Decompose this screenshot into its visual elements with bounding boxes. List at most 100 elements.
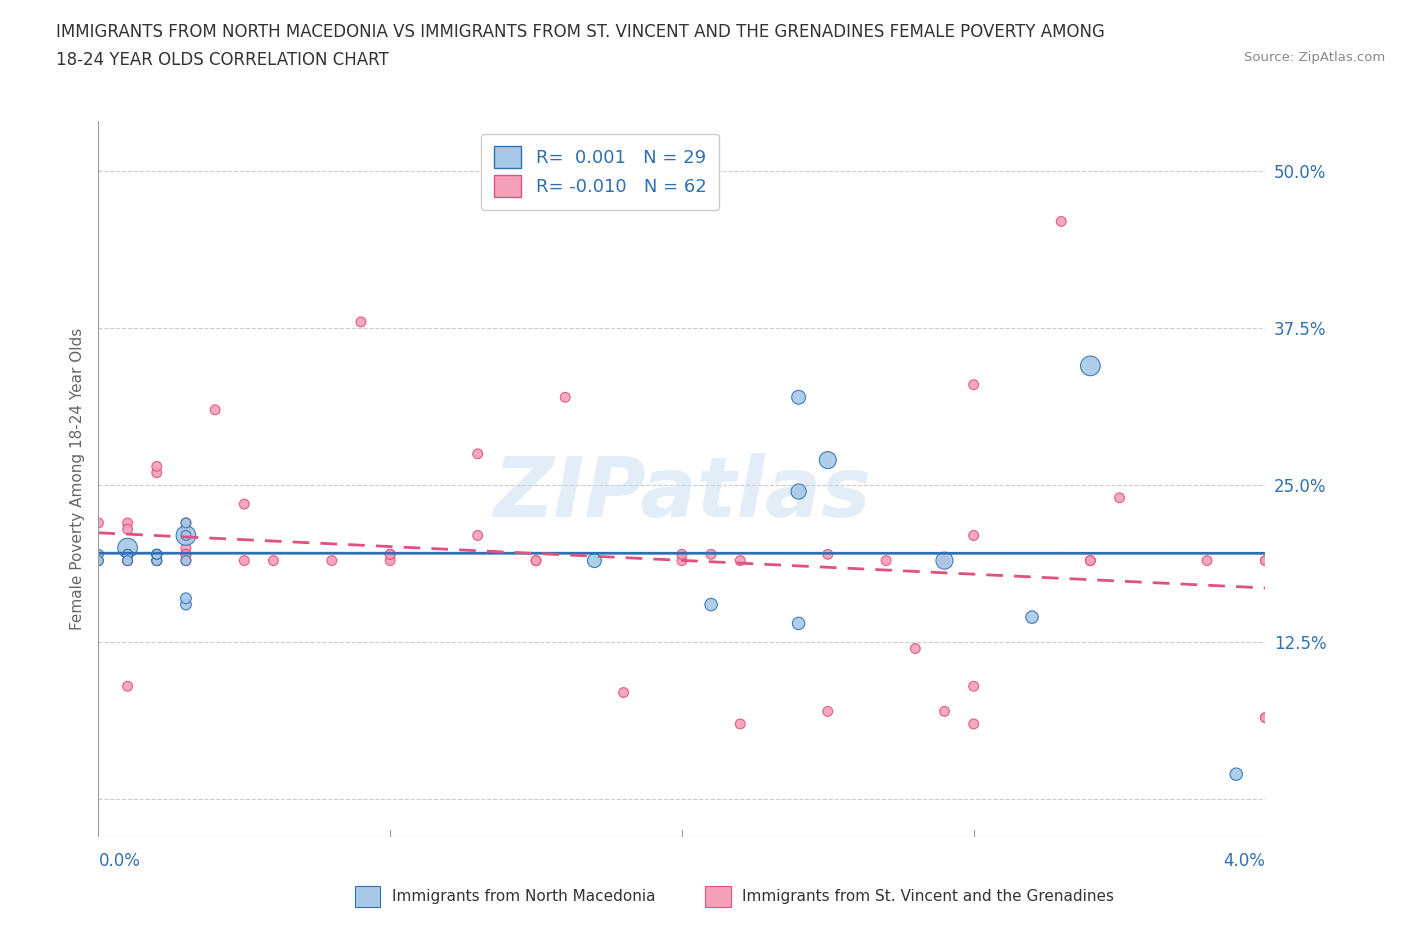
Point xyxy=(904,641,927,656)
Point xyxy=(612,685,634,700)
Point xyxy=(1080,553,1102,568)
Point xyxy=(146,458,169,473)
Point xyxy=(700,597,723,612)
Point xyxy=(117,547,139,562)
Point xyxy=(671,547,693,562)
Point xyxy=(146,553,169,568)
Point xyxy=(117,540,139,555)
Point xyxy=(524,553,547,568)
Point xyxy=(87,553,110,568)
Point xyxy=(174,540,197,555)
Point xyxy=(233,553,256,568)
Point xyxy=(87,553,110,568)
Point xyxy=(817,453,839,468)
Point xyxy=(174,553,197,568)
Point xyxy=(174,522,197,537)
Point xyxy=(146,547,169,562)
Point xyxy=(174,597,197,612)
Text: Immigrants from St. Vincent and the Grenadines: Immigrants from St. Vincent and the Gren… xyxy=(742,889,1114,904)
Point xyxy=(174,553,197,568)
Point xyxy=(380,553,402,568)
Point xyxy=(146,547,169,562)
Point xyxy=(1254,553,1277,568)
Point xyxy=(467,528,489,543)
Point xyxy=(554,390,576,405)
Point xyxy=(962,679,984,694)
Point xyxy=(117,679,139,694)
Point xyxy=(787,390,810,405)
Point xyxy=(1225,766,1247,781)
Point xyxy=(467,446,489,461)
Point xyxy=(817,547,839,562)
Point xyxy=(174,547,197,562)
Point xyxy=(174,528,197,543)
Point xyxy=(174,515,197,530)
Text: Immigrants from North Macedonia: Immigrants from North Macedonia xyxy=(392,889,655,904)
Point xyxy=(962,716,984,731)
Point xyxy=(934,553,956,568)
Point xyxy=(146,547,169,562)
Point xyxy=(117,547,139,562)
Point xyxy=(1080,358,1102,373)
Text: 0.0%: 0.0% xyxy=(98,852,141,870)
Point xyxy=(87,515,110,530)
Point xyxy=(262,553,284,568)
Text: 4.0%: 4.0% xyxy=(1223,852,1265,870)
Point xyxy=(174,591,197,605)
Point xyxy=(787,485,810,499)
Point xyxy=(146,553,169,568)
Point xyxy=(583,553,606,568)
Point xyxy=(174,522,197,537)
Point xyxy=(117,553,139,568)
Point xyxy=(117,515,139,530)
Point xyxy=(730,716,752,731)
Point xyxy=(1254,711,1277,725)
Text: Source: ZipAtlas.com: Source: ZipAtlas.com xyxy=(1244,51,1385,64)
Point xyxy=(380,547,402,562)
Point xyxy=(1021,610,1043,625)
Point xyxy=(671,553,693,568)
Point xyxy=(117,553,139,568)
Y-axis label: Female Poverty Among 18-24 Year Olds: Female Poverty Among 18-24 Year Olds xyxy=(69,328,84,631)
Point xyxy=(380,547,402,562)
Point xyxy=(117,553,139,568)
Point xyxy=(1254,553,1277,568)
Text: ZIPatlas: ZIPatlas xyxy=(494,453,870,534)
Point xyxy=(117,547,139,562)
Point xyxy=(350,314,373,329)
Point xyxy=(117,547,139,562)
Point xyxy=(174,547,197,562)
Point xyxy=(1050,214,1073,229)
Point xyxy=(233,497,256,512)
Text: IMMIGRANTS FROM NORTH MACEDONIA VS IMMIGRANTS FROM ST. VINCENT AND THE GRENADINE: IMMIGRANTS FROM NORTH MACEDONIA VS IMMIG… xyxy=(56,23,1105,41)
Point xyxy=(204,403,226,418)
Point xyxy=(730,553,752,568)
Point xyxy=(146,553,169,568)
Point xyxy=(146,547,169,562)
Point xyxy=(1080,553,1102,568)
Legend: R=  0.001   N = 29, R= -0.010   N = 62: R= 0.001 N = 29, R= -0.010 N = 62 xyxy=(481,134,718,210)
Point xyxy=(1108,490,1130,505)
Text: 18-24 YEAR OLDS CORRELATION CHART: 18-24 YEAR OLDS CORRELATION CHART xyxy=(56,51,389,69)
Point xyxy=(962,378,984,392)
Point xyxy=(146,553,169,568)
Point xyxy=(1284,553,1306,568)
Point xyxy=(934,553,956,568)
Point xyxy=(117,553,139,568)
Point xyxy=(146,465,169,480)
Point xyxy=(787,616,810,631)
Point xyxy=(174,528,197,543)
Point xyxy=(1254,711,1277,725)
Point xyxy=(524,553,547,568)
Point xyxy=(962,528,984,543)
Point xyxy=(146,547,169,562)
Point xyxy=(117,522,139,537)
Point xyxy=(700,547,723,562)
Point xyxy=(1197,553,1219,568)
Point xyxy=(321,553,343,568)
Point xyxy=(87,547,110,562)
Point xyxy=(875,553,897,568)
Point xyxy=(817,704,839,719)
Point xyxy=(146,547,169,562)
Point xyxy=(174,515,197,530)
